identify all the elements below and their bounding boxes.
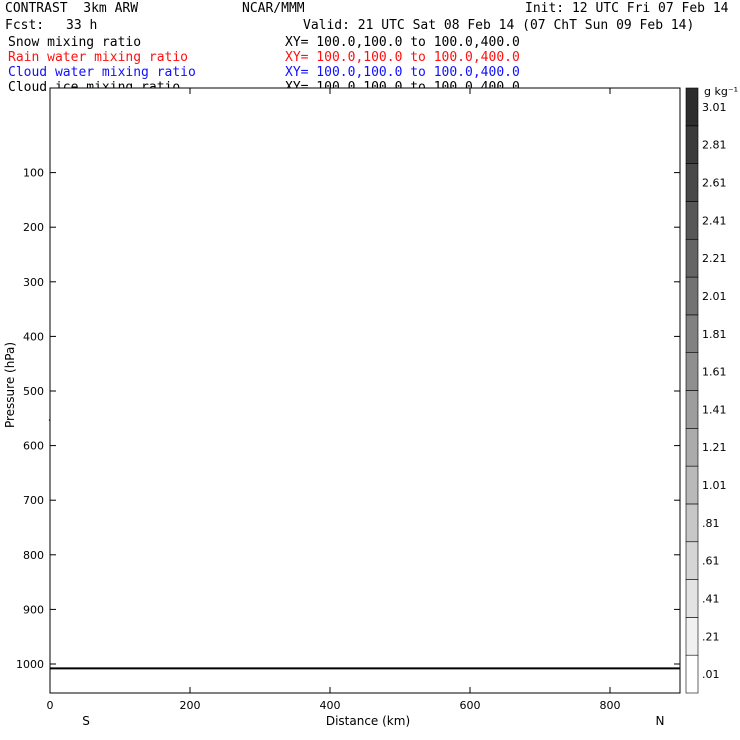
colorbar-level-label: 1.21 [702, 441, 727, 454]
colorbar-swatch [685, 503, 699, 543]
colorbar-swatch [685, 541, 699, 580]
field-rain-name: Rain water mixing ratio [8, 50, 189, 65]
colorbar-level-label: 2.61 [702, 177, 727, 190]
x-tick-label: 400 [320, 699, 341, 712]
org-label: NCAR/MMM [242, 1, 305, 16]
colorbar-swatch [685, 390, 699, 429]
colorbar-level-label: 3.01 [702, 101, 727, 114]
colorbar-unit: g kg⁻¹ [704, 85, 738, 98]
field-cloudwater-name: Cloud water mixing ratio [8, 65, 196, 80]
x-end-label-south: S [82, 714, 90, 728]
colorbar-swatch [685, 428, 699, 467]
x-tick-label: 600 [460, 699, 481, 712]
colorbar-level-label: 2.41 [702, 214, 727, 227]
colorbar-level-label: 1.01 [702, 479, 727, 492]
colorbar-level-label: 1.81 [702, 328, 727, 341]
field-snow-xy: XY= 100.0,100.0 to 100.0,400.0 [285, 35, 520, 50]
colorbar-level-label: .01 [702, 668, 720, 681]
y-tick-label: 100 [23, 167, 44, 180]
colorbar-level-label: .21 [702, 630, 720, 643]
colorbar-swatch [685, 163, 699, 202]
plot-frame [49, 87, 681, 694]
y-tick-label: 500 [23, 385, 44, 398]
x-tick-label: 800 [600, 699, 621, 712]
colorbar-swatch [685, 617, 699, 656]
colorbar-level-label: .41 [702, 592, 720, 605]
colorbar-swatch [685, 352, 699, 391]
field-cloudwater-xy: XY= 100.0,100.0 to 100.0,400.0 [285, 65, 520, 80]
colorbar-swatch [685, 579, 699, 618]
colorbar-level-label: 1.41 [702, 403, 727, 416]
y-tick-label: 1000 [16, 658, 44, 671]
y-tick-label: 900 [23, 603, 44, 616]
colorbar-level-label: 2.01 [702, 290, 727, 303]
colorbar-swatch [685, 276, 699, 316]
y-tick-label: 600 [23, 440, 44, 453]
colorbar-level-label: 2.81 [702, 139, 727, 152]
colorbar-swatch [685, 465, 699, 505]
field-rain-xy: XY= 100.0,100.0 to 100.0,400.0 [285, 50, 520, 65]
y-tick-label: 300 [23, 276, 44, 289]
y-axis-label: Pressure (hPa) [3, 342, 17, 428]
y-tick-label: 800 [23, 549, 44, 562]
colorbar-swatch [685, 125, 699, 164]
x-axis-label: Distance (km) [326, 714, 410, 728]
colorbar-level-label: 2.21 [702, 252, 727, 265]
y-tick-label: 200 [23, 221, 44, 234]
colorbar-swatch [685, 654, 699, 694]
colorbar-level-label: 1.61 [702, 366, 727, 379]
colorbar-swatch [685, 314, 699, 353]
colorbar-swatch [685, 201, 699, 240]
x-tick-label: 0 [47, 699, 54, 712]
colorbar-level-label: .81 [702, 517, 720, 530]
axes: 100 200 300 400 500 600 700 800 900 1000 0 200 400 60… [16, 87, 681, 712]
forecast-hours: 33 h [66, 18, 98, 33]
model-title: CONTRAST 3km ARW [5, 1, 139, 16]
colorbar-swatch [685, 238, 699, 278]
y-tick-label: 700 [23, 494, 44, 507]
field-snow-name: Snow mixing ratio [8, 35, 142, 50]
x-tick-label: 200 [180, 699, 201, 712]
colorbar-swatch [685, 87, 699, 127]
colorbar: .01 .21 .41 .61 .81 1.01 1.21 1.41 1.61 1.81 2.01 2… [685, 87, 727, 694]
valid-time: Valid: 21 UTC Sat 08 Feb 14 (07 ChT Sun … [303, 18, 695, 33]
init-time: Init: 12 UTC Fri 07 Feb 14 [525, 1, 729, 16]
y-tick-label: 400 [23, 330, 44, 343]
forecast-label: Fcst: [5, 18, 45, 33]
x-end-label-north: N [656, 714, 665, 728]
colorbar-level-label: .61 [702, 555, 720, 568]
